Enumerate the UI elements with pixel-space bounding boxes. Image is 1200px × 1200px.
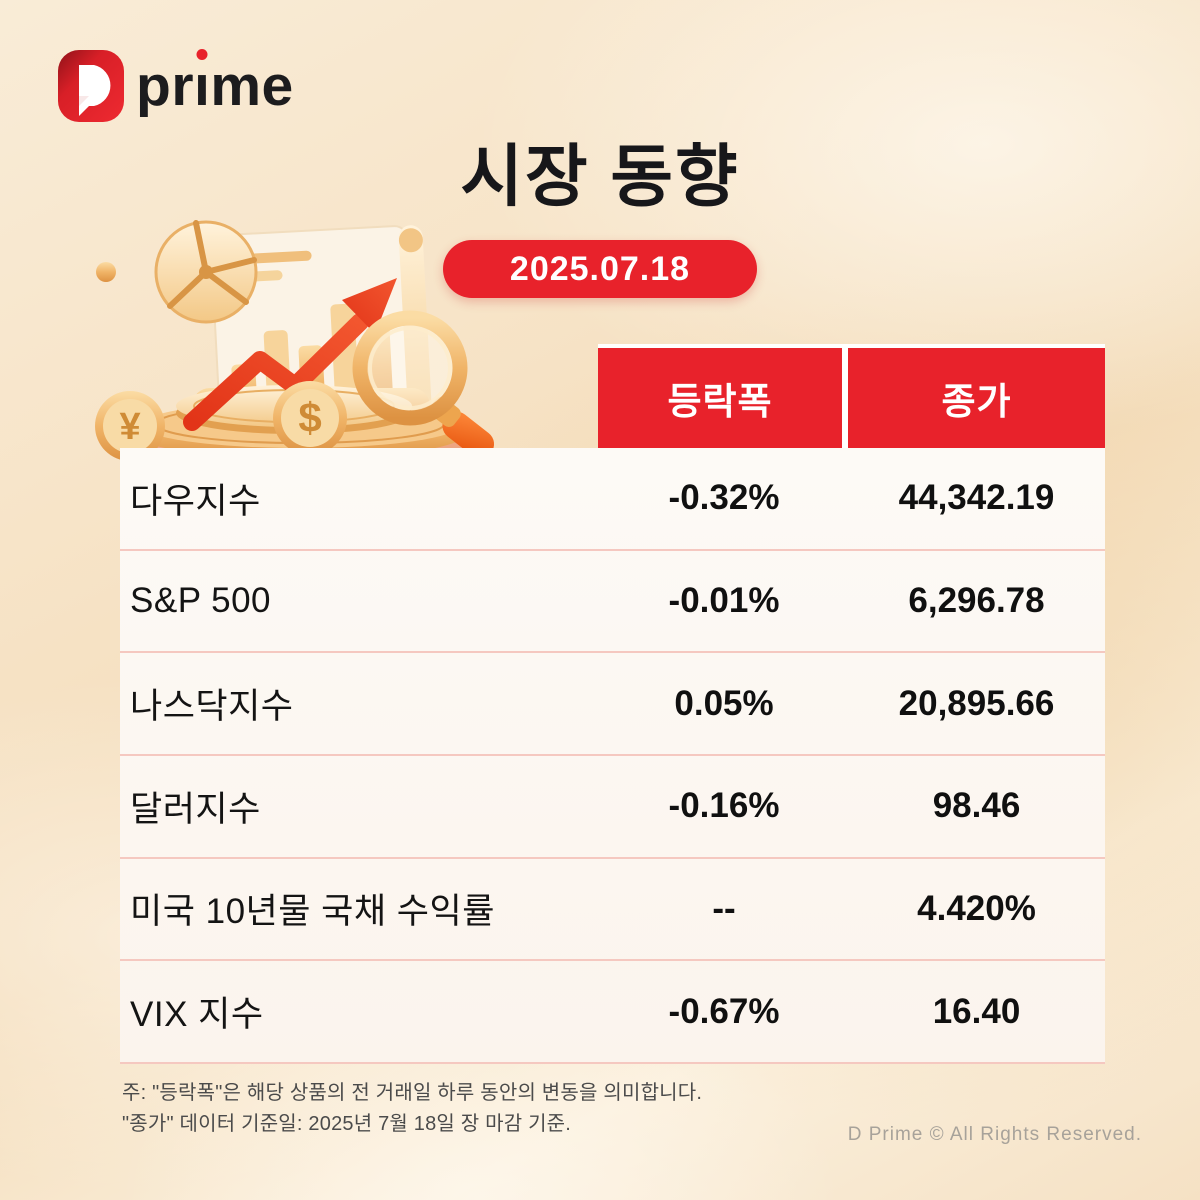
yen-coin-icon: ¥ <box>95 391 165 461</box>
row-close: 20,895.66 <box>898 683 1055 723</box>
market-table: 다우지수 -0.32% 44,342.19 S&P 500 -0.01% 6,2… <box>120 448 1105 1064</box>
row-label: 미국 10년물 국채 수익률 <box>130 892 495 932</box>
copyright: D Prime © All Rights Reserved. <box>847 1124 1142 1145</box>
brand-name-i: ı <box>194 48 210 115</box>
row-change: -0.67% <box>668 991 780 1031</box>
row-close: 4.420% <box>917 888 1036 928</box>
row-close: 16.40 <box>932 991 1021 1031</box>
row-label: VIX 지수 <box>130 995 264 1035</box>
table-row: 달러지수 -0.16% 98.46 <box>120 756 1105 859</box>
row-close: 44,342.19 <box>898 478 1055 518</box>
row-label: S&P 500 <box>130 580 272 620</box>
brand-logo: pr ı me <box>58 48 294 122</box>
table-column-headers: 등락폭 종가 <box>598 344 1105 448</box>
svg-text:$: $ <box>298 394 321 441</box>
rising-arrow-icon <box>183 278 397 431</box>
dollar-coin-icon: $ <box>273 381 347 455</box>
finance-illustration: ¥ $ <box>95 220 495 462</box>
table-row: 다우지수 -0.32% 44,342.19 <box>120 448 1105 551</box>
brand-name-post: me <box>210 53 294 118</box>
row-change: -- <box>712 888 736 928</box>
row-close: 6,296.78 <box>908 580 1045 620</box>
table-row: VIX 지수 -0.67% 16.40 <box>120 961 1105 1064</box>
pie-chart-icon <box>154 220 258 324</box>
row-label: 달러지수 <box>130 789 261 829</box>
brand-name-pre: pr <box>136 53 194 118</box>
row-label: 나스닥지수 <box>130 687 294 727</box>
red-dot-icon <box>196 48 208 60</box>
gold-sphere-icon <box>96 262 116 282</box>
date-badge: 2025.07.18 <box>443 240 757 298</box>
table-row: 나스닥지수 0.05% 20,895.66 <box>120 653 1105 756</box>
row-change: -0.01% <box>668 580 780 620</box>
footnote-line2: "종가" 데이터 기준일: 2025년 7월 18일 장 마감 기준. <box>122 1113 572 1135</box>
row-change: -0.16% <box>668 786 780 826</box>
table-row: S&P 500 -0.01% 6,296.78 <box>120 551 1105 654</box>
row-label: 다우지수 <box>130 481 261 521</box>
row-close: 98.46 <box>932 786 1021 826</box>
row-change: 0.05% <box>674 683 774 723</box>
table-row: 미국 10년물 국채 수익률 -- 4.420% <box>120 859 1105 962</box>
footnotes: 주: "등락폭"은 해당 상품의 전 거래일 하루 동안의 변동을 의미합니다.… <box>122 1078 702 1140</box>
brand-name: pr ı me <box>136 48 294 118</box>
column-header-change: 등락폭 <box>598 348 842 448</box>
svg-text:¥: ¥ <box>119 406 140 448</box>
footnote-line1: 주: "등락폭"은 해당 상품의 전 거래일 하루 동안의 변동을 의미합니다. <box>122 1082 703 1104</box>
row-change: -0.32% <box>668 478 780 518</box>
d-prime-logo-icon <box>58 50 124 122</box>
column-header-close: 종가 <box>848 348 1105 448</box>
magnifier-icon <box>352 310 495 459</box>
page-title: 시장 동향 <box>460 139 740 215</box>
